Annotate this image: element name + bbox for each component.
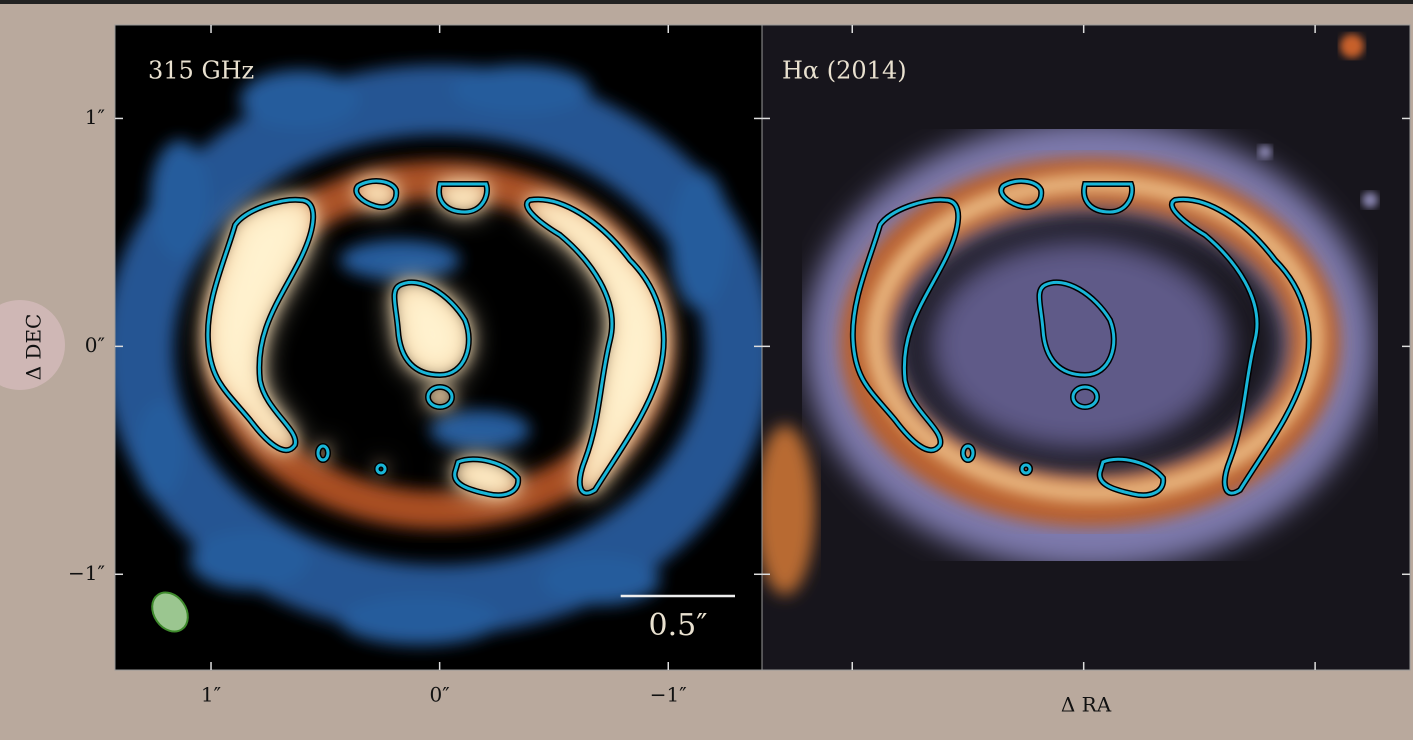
- y-tick-label: 0″: [85, 333, 105, 357]
- panel-label: 315 GHz: [148, 57, 254, 85]
- y-axis-label: Δ DEC: [22, 314, 46, 381]
- top-border: [0, 0, 1413, 4]
- y-tick-label: −1″: [68, 561, 105, 585]
- x-axis-label: Δ RA: [1061, 693, 1112, 717]
- x-tick-label: 1″: [201, 683, 221, 707]
- x-tick-label: −1″: [650, 683, 687, 707]
- panel-label: Hα (2014): [782, 57, 907, 85]
- x-tick-label: 0″: [430, 683, 450, 707]
- scale-bar-label: 0.5″: [649, 608, 708, 643]
- y-tick-label: 1″: [85, 105, 105, 129]
- figure: 315 GHz Hα (2014) Δ DEC Δ RA 0.5″ 1″ 0″ −1…: [0, 0, 1413, 740]
